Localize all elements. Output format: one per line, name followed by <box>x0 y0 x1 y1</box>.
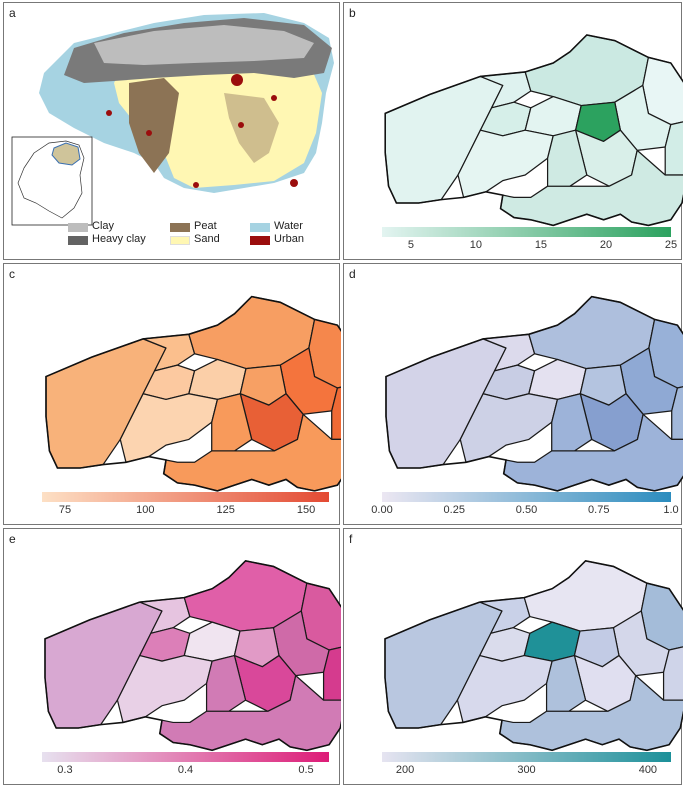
urban-patch <box>290 179 298 187</box>
colorbar-tick-label: 1.0 <box>663 504 679 516</box>
sand-label: Sand <box>194 233 220 245</box>
map-group <box>384 560 683 752</box>
colorbar-tick-label: 15 <box>534 239 548 251</box>
clay-label: Clay <box>92 220 115 232</box>
province-outline <box>45 295 341 492</box>
choropleth-map <box>45 295 341 492</box>
heavy-clay-label: Heavy clay <box>92 233 146 245</box>
colorbar-tick-label: 300 <box>517 764 536 776</box>
colorbar-tick-label: 100 <box>136 504 155 516</box>
choropleth-map <box>384 34 683 227</box>
colorbar-tick-label: 0.75 <box>588 504 610 516</box>
colorbar-gradient <box>42 492 329 502</box>
panel-label: a <box>9 6 16 20</box>
inset-study-area <box>51 142 81 166</box>
panel-e: e 0.3 0.4 0.5 <box>3 528 341 785</box>
colorbar-tick-label: 0.4 <box>177 764 194 776</box>
province-outline <box>44 560 341 752</box>
map-group <box>385 295 683 492</box>
urban-patch <box>106 110 112 116</box>
colorbar-gradient <box>382 492 671 502</box>
panel-b: b 5 10 15 20 25 <box>343 2 683 260</box>
map-group <box>45 295 341 492</box>
municipality-region <box>322 646 341 701</box>
clay-swatch <box>68 223 88 232</box>
municipality-region <box>119 393 219 463</box>
panel-label: f <box>349 532 353 546</box>
colorbar-gradient <box>382 752 671 762</box>
municipality-region <box>183 621 241 662</box>
colorbar-tick-label: 5 <box>407 239 414 251</box>
peat-label: Peat <box>194 220 217 232</box>
panel-label: b <box>349 6 356 20</box>
colorbar-tick-label: 0.00 <box>371 504 393 516</box>
colorbar-tick-label: 25 <box>664 239 678 251</box>
municipality-region <box>457 129 554 199</box>
urban-patch <box>146 130 152 136</box>
urban-swatch <box>250 236 270 245</box>
municipality-region <box>671 386 683 441</box>
colorbar-tick-label: 0.5 <box>298 764 314 776</box>
peat-swatch <box>170 223 190 232</box>
colorbar-tick-label: 10 <box>469 239 483 251</box>
panel-f: f 200 300 400 <box>343 528 683 785</box>
panel-a: a Clay Heavy clay Peat <box>3 2 340 260</box>
panel-d: d 0.00 0.25 0.50 0.75 1.0 <box>343 263 683 525</box>
municipality-region <box>523 621 581 662</box>
choropleth-map <box>385 295 683 492</box>
colorbar-tick-label: 200 <box>395 764 415 776</box>
municipality-region <box>664 121 683 176</box>
municipality-region <box>331 386 341 441</box>
municipality-region <box>459 393 559 463</box>
municipality-region <box>524 95 582 137</box>
province-outline <box>384 560 683 752</box>
colorbar-gradient <box>42 752 329 762</box>
panel-label: c <box>9 267 15 281</box>
urban-patch <box>193 182 199 188</box>
water-swatch <box>250 223 270 232</box>
colorbar-tick-label: 150 <box>296 504 316 516</box>
municipality-region <box>116 654 213 724</box>
urban-patch <box>231 74 243 86</box>
colorbar-tick-label: 0.25 <box>443 504 465 516</box>
colorbar-tick-label: 125 <box>216 504 235 516</box>
urban-patch <box>238 122 244 128</box>
panel-c: c 75 100 125 150 <box>3 263 341 525</box>
soil-clay-area <box>94 25 314 65</box>
urban-patch <box>271 95 277 101</box>
colorbar-tick-label: 75 <box>58 504 72 516</box>
colorbar-tick-label: 400 <box>638 764 658 776</box>
colorbar-tick-label: 20 <box>599 239 613 251</box>
municipality-region <box>662 646 683 701</box>
soil-peat-area <box>129 78 179 173</box>
choropleth-map <box>44 560 341 752</box>
heavy-clay-swatch <box>68 236 88 245</box>
sand-swatch <box>170 236 190 245</box>
water-label: Water <box>274 220 303 232</box>
choropleth-map <box>384 560 683 752</box>
map-group <box>44 560 341 752</box>
urban-label: Urban <box>274 233 304 245</box>
colorbar-gradient <box>382 227 671 237</box>
soil-peat-strip <box>224 93 279 163</box>
soil-map <box>11 13 334 226</box>
colorbar-tick-label: 0.3 <box>57 764 73 776</box>
municipality-region <box>456 654 553 724</box>
panel-label: d <box>349 267 356 281</box>
panel-label: e <box>9 532 16 546</box>
province-outline <box>384 34 683 227</box>
municipality-region <box>188 358 247 401</box>
province-outline <box>385 295 683 492</box>
municipality-region <box>528 358 587 401</box>
colorbar-tick-label: 0.50 <box>515 504 538 516</box>
map-group <box>384 34 683 227</box>
